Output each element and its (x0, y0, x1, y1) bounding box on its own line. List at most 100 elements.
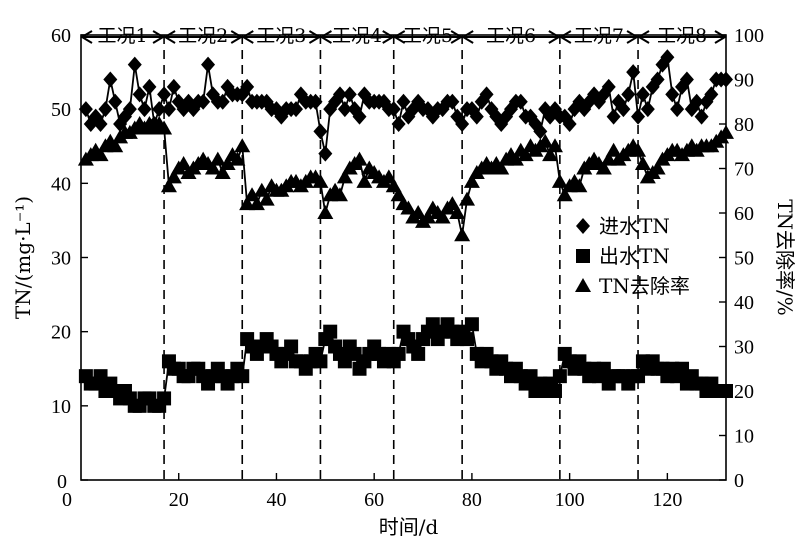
data-point-triangle (229, 151, 246, 166)
phase-annotations: 工况1 工况2 工况3 工况4 工况5 工况6 工况7 工况8 (80, 25, 727, 480)
phase-label: 工况1 (97, 25, 147, 47)
data-point-diamond (616, 101, 631, 118)
data-point-square (284, 339, 299, 354)
data-point-diamond (445, 93, 460, 110)
y-left-tick-label: 20 (51, 322, 71, 344)
data-point-diamond (332, 86, 347, 103)
data-point-diamond (161, 101, 176, 118)
data-point-diamond (601, 78, 616, 95)
data-point-triangle (165, 169, 182, 184)
data-point-triangle (517, 147, 534, 162)
data-point-triangle (312, 173, 329, 188)
data-point-diamond (117, 108, 132, 125)
phase-arrowhead (241, 30, 254, 44)
data-point-diamond (665, 86, 680, 103)
data-point-triangle (537, 133, 554, 148)
data-point-triangle (419, 209, 436, 224)
y-right-tick-label: 100 (734, 25, 764, 47)
data-point-diamond (132, 86, 147, 103)
data-point-triangle (331, 187, 348, 202)
data-point-diamond (635, 86, 650, 103)
data-point-triangle (630, 142, 647, 157)
data-point-triangle (634, 156, 651, 171)
data-point-diamond (157, 86, 172, 103)
data-point-diamond (352, 108, 367, 125)
legend-marker-triangle (575, 278, 591, 292)
y-left-tick-label: 50 (51, 99, 71, 121)
data-point-diamond (308, 93, 323, 110)
data-point-diamond (342, 86, 357, 103)
legend: 进水TN 出水TN TN去除率 (575, 214, 690, 298)
data-point-triangle (571, 178, 588, 193)
legend-marker-square (576, 249, 590, 263)
y-axis-right-title: TN去除率/% (773, 199, 797, 316)
phase-arrowhead (152, 30, 166, 44)
data-point-triangle (156, 120, 173, 135)
data-point-diamond (562, 116, 577, 132)
data-point-square (460, 332, 475, 347)
data-point-diamond (337, 101, 352, 118)
y-right-tick-label: 10 (734, 426, 754, 448)
phase-label: 工况6 (486, 25, 536, 47)
data-point-diamond (313, 123, 328, 140)
legend-item-inflow-tn: 进水TN (576, 214, 670, 238)
data-point-diamond (650, 71, 665, 88)
x-tick-label: 100 (555, 489, 585, 511)
data-point-triangle (356, 173, 373, 188)
x-tick-label: 0 (62, 489, 72, 511)
y-axis-left-title: TN/(mg·L⁻¹) (11, 196, 35, 319)
data-point-square (313, 354, 328, 369)
data-point-diamond (166, 78, 181, 95)
legend-label-inflow-tn: 进水TN (599, 214, 670, 238)
data-point-diamond (215, 93, 230, 110)
x-tick-label: 20 (169, 489, 189, 511)
data-point-diamond (391, 116, 406, 132)
data-point-triangle (507, 151, 524, 166)
data-point-triangle (595, 160, 612, 175)
y-left-tick-label: 60 (51, 25, 71, 47)
data-point-diamond (704, 86, 719, 103)
phase-arrowhead (714, 30, 727, 44)
phase-arrowhead (637, 30, 650, 44)
data-point-triangle (92, 147, 109, 162)
data-point-diamond (240, 78, 255, 95)
phase-label: 工况3 (256, 25, 306, 47)
data-point-square (391, 346, 406, 361)
data-point-diamond (694, 108, 709, 125)
legend-item-tn-removal: TN去除率 (575, 274, 690, 298)
y-right-tick-label: 50 (734, 248, 754, 270)
data-point-diamond (201, 56, 216, 73)
legend-marker-diamond (576, 218, 590, 234)
data-point-diamond (396, 93, 411, 110)
phase-arrowhead (308, 30, 322, 44)
phase-arrowhead (230, 30, 244, 44)
data-point-diamond (108, 93, 123, 110)
x-tick-label: 120 (652, 489, 682, 511)
data-point-diamond (455, 116, 470, 132)
data-point-diamond (122, 101, 137, 118)
data-point-triangle (649, 160, 666, 175)
data-point-diamond (621, 86, 636, 103)
y-right-tick-label: 60 (734, 203, 754, 225)
y-right-tick-label: 80 (734, 114, 754, 136)
data-point-diamond (93, 116, 108, 132)
data-point-square (464, 317, 479, 332)
data-point-diamond (533, 123, 548, 140)
data-point-triangle (107, 138, 124, 153)
data-point-triangle (551, 173, 568, 188)
phase-label: 工况2 (178, 25, 228, 47)
y-right-tick-label: 90 (734, 70, 754, 92)
data-point-triangle (546, 138, 563, 153)
data-point-triangle (449, 205, 466, 219)
phase-arrowhead (548, 30, 561, 44)
data-point-diamond (469, 108, 484, 125)
data-point-triangle (248, 196, 265, 211)
data-point-diamond (103, 71, 118, 88)
data-point-diamond (670, 101, 685, 118)
data-point-diamond (152, 101, 167, 118)
phase-arrowhead (319, 30, 332, 44)
series-outflow-tn (78, 317, 733, 413)
